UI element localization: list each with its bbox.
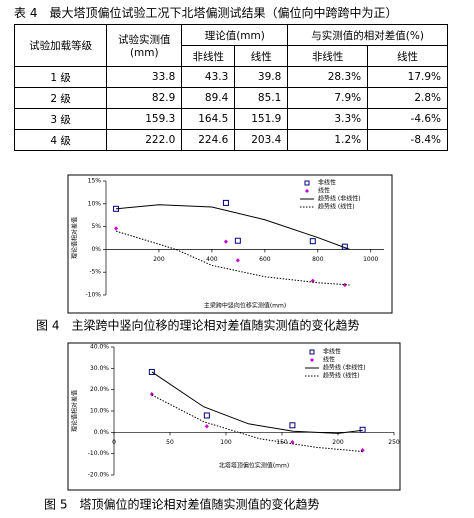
point <box>342 282 347 288</box>
point <box>309 238 316 245</box>
table-cell: 1 级 <box>13 66 108 88</box>
legend-label: 趋势线 (线性) <box>323 372 360 380</box>
legend-label: 趋势线 (线性) <box>318 203 355 211</box>
point <box>289 422 296 429</box>
table-cell: 224.6 <box>181 129 236 151</box>
x-tick-label: 200 <box>332 439 344 446</box>
y-tick-label: 20.0% <box>90 386 109 393</box>
x-tick-label: 50 <box>166 439 174 446</box>
result-table: 试验加载等级 试验实测值(mm) 理论值(mm) 与实测值的相对差值(%) 非线性 线性非… <box>13 24 448 151</box>
y-tick-label: 30.0% <box>90 365 109 372</box>
y-tick-label: -5% <box>89 269 101 276</box>
table-cell: 17.9% <box>367 66 448 88</box>
figure-caption: 图 5 塔顶偏位的理论相对差值随实测值的变化趋势 <box>44 497 319 512</box>
legend-label: 非线性 <box>323 348 341 356</box>
legend-symbol <box>309 349 315 355</box>
table-cell: 33.8 <box>106 66 183 88</box>
table-cell: 4 级 <box>13 129 108 151</box>
legend-label: 线性 <box>323 356 335 364</box>
table-row: 1 级 33.8 43.3 39.8 28.3% 17.9% <box>13 66 448 88</box>
x-axis-title: 北塔塔顶偏位实测值(mm) <box>219 462 289 470</box>
y-axis-title: 理论值相对差值 <box>71 390 79 432</box>
table-cell: 151.9 <box>234 108 289 130</box>
chart-frame <box>67 342 401 491</box>
point <box>234 237 241 244</box>
legend-symbol <box>310 358 314 362</box>
y-tick-label: -10% <box>85 292 101 299</box>
x-tick-label: 0 <box>112 439 116 446</box>
subheader-cell: 非线性 <box>181 45 236 67</box>
trend-line <box>151 394 363 453</box>
trend-line <box>115 230 350 286</box>
point <box>222 199 229 206</box>
y-tick-label: 40.0% <box>90 344 109 351</box>
legend-label: 线性 <box>318 187 330 195</box>
trend-line <box>116 204 350 250</box>
subheader-row: 非线性 线性 非线性 线性 <box>15 45 448 67</box>
x-tick-label: 200 <box>153 256 165 263</box>
table-caption: 表 4 最大塔顶偏位试验工况下北塔偏测试结果（偏位向中跨跨中为正） <box>14 6 398 20</box>
point <box>359 426 366 433</box>
header-row: 试验加载等级 试验实测值(mm) 理论值(mm) 与实测值的相对差值(%) <box>13 24 448 67</box>
point <box>235 258 240 263</box>
y-tick-label: 5% <box>91 223 101 230</box>
y-tick-label: 10.0% <box>90 408 109 415</box>
table-cell: 89.4 <box>181 87 236 109</box>
legend-symbol <box>305 189 309 193</box>
table-body: 试验加载等级 试验实测值(mm) 理论值(mm) 与实测值的相对差值(%) 非线性 线性非… <box>13 24 448 151</box>
legend-label: 趋势线 (非线性) <box>323 364 366 372</box>
x-tick-label: 1000 <box>363 256 378 263</box>
x-tick-label: 150 <box>276 439 288 446</box>
header-cell: 试验实测值(mm) <box>106 24 183 67</box>
x-tick-label: 400 <box>206 256 218 263</box>
x-axis-title: 主梁跨中竖向位移实测值(mm) <box>204 302 286 310</box>
point <box>223 239 228 244</box>
y-tick-label: -10.0% <box>88 450 110 457</box>
table-row: 2 级 82.9 89.4 85.1 7.9% 2.8% <box>13 87 448 109</box>
table-row: 4 级 222.0 224.6 203.4 1.2% -8.4% <box>13 129 448 151</box>
y-axis-title: 理论值相对差值 <box>71 217 79 259</box>
legend-symbol <box>304 180 310 186</box>
y-tick-label: 0% <box>91 246 101 253</box>
point <box>290 439 295 445</box>
legend-label: 趋势线 (非线性) <box>318 195 361 203</box>
x-tick-label: 250 <box>388 439 400 446</box>
table-cell: 203.4 <box>234 129 289 151</box>
y-tick-label: 15% <box>88 178 102 185</box>
point <box>148 368 155 375</box>
y-tick-label: -20.0% <box>88 472 110 479</box>
point <box>204 424 209 429</box>
x-tick-label: 800 <box>312 256 324 263</box>
table-cell: 28.3% <box>287 66 369 88</box>
table-cell: -8.4% <box>367 129 448 151</box>
legend-label: 非线性 <box>318 179 336 187</box>
table-cell: 1.2% <box>287 129 369 151</box>
point <box>203 412 210 419</box>
figure-caption: 图 4 主梁跨中竖向位移的理论相对差值随实测值的变化趋势 <box>36 318 359 333</box>
chart-frame <box>67 174 393 314</box>
point <box>149 391 154 397</box>
header-cell: 与实测值的相对差值(%) <box>287 24 448 46</box>
trend-line <box>151 371 363 434</box>
point <box>114 226 119 231</box>
x-tick-label: 100 <box>220 439 232 446</box>
y-tick-label: 0.0% <box>94 429 110 436</box>
x-tick-label: 600 <box>259 256 271 263</box>
y-tick-label: 10% <box>88 200 102 207</box>
header-cell: 试验加载等级 <box>13 24 108 67</box>
